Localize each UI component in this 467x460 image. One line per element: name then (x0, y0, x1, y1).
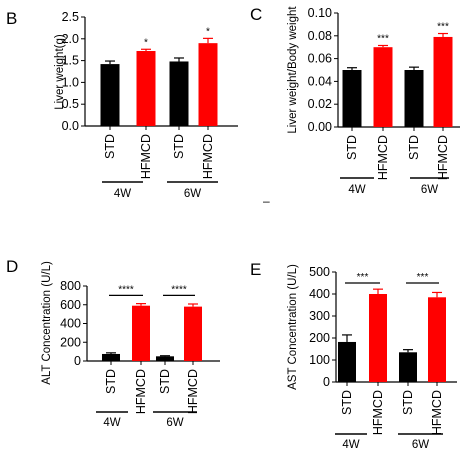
bar-hfmcd-6w (428, 297, 446, 382)
bar-std-6w (399, 352, 417, 382)
y-tick-label: 0.5 (62, 97, 79, 111)
panel-e: E 0 100 200 300 400 500 AST Concentration (U/L)… (250, 260, 457, 451)
panel-letter: E (250, 260, 261, 279)
bar-hfmcd-6w (198, 43, 218, 126)
bar-std-6w (404, 70, 424, 127)
x-tick-label: STD (401, 390, 415, 415)
y-axis-label: Liver weight/Body weight (287, 6, 299, 134)
y-tick-label: 800 (60, 279, 81, 293)
y-axis-label: AST Concentration (U/L) (287, 264, 299, 390)
y-tick-label: 300 (309, 309, 330, 323)
significance-label: * (144, 37, 148, 48)
significance-label: *** (357, 272, 369, 283)
y-tick-label: 500 (309, 265, 330, 279)
y-tick-label: 400 (60, 317, 81, 331)
group-label: 6W (412, 439, 429, 451)
x-tick-label: STD (158, 369, 172, 394)
x-tick-label: HFMCD (430, 390, 444, 435)
bar-hfmcd-6w (433, 36, 453, 127)
bar-std-6w (156, 356, 174, 361)
bar-std-4w (342, 70, 362, 127)
y-tick-label: 0.06 (308, 52, 332, 66)
significance-label: * (206, 26, 210, 37)
bar-std-6w (169, 61, 189, 126)
significance-label: **** (118, 284, 134, 295)
x-tick-label: STD (340, 390, 354, 415)
x-tick-label: STD (172, 134, 186, 159)
x-tick-label: HFMCD (376, 135, 390, 180)
x-tick-label: STD (103, 134, 117, 159)
bar-hfmcd-6w (184, 306, 202, 361)
x-tick-label: STD (407, 135, 421, 160)
y-tick-label: 0.08 (308, 29, 332, 43)
panel-c: C 0.00 0.02 0.04 0.06 0.08 0.10 Liver weight/Bo… (250, 5, 460, 196)
x-tick-label: STD (104, 369, 118, 394)
group-label: 6W (166, 417, 183, 429)
group-label: 4W (348, 184, 365, 196)
y-tick-label: 0.00 (308, 120, 332, 134)
y-tick-label: 200 (60, 335, 81, 349)
x-tick-label: HFMCD (134, 369, 148, 414)
y-tick-label: 200 (309, 331, 330, 345)
y-tick-label: 1.0 (62, 75, 79, 89)
significance-label: *** (437, 22, 449, 33)
bar-hfmcd-4w (136, 51, 156, 127)
x-tick-label: HFMCD (436, 135, 450, 180)
y-tick-label: 0.0 (62, 119, 79, 133)
x-tick-label: STD (345, 135, 359, 160)
y-tick-label: 2.5 (62, 10, 79, 24)
significance-label: *** (377, 33, 389, 44)
significance-label: *** (417, 272, 429, 283)
panel-b: B 0.0 0.5 1.0 1.5 2.0 2.5 Liver weight(g) STD HFM… (6, 9, 238, 200)
significance-label: **** (171, 284, 187, 295)
panel-d: D 0 200 400 600 800 ALT Concentration (U/L) STD… (6, 257, 220, 429)
panel-letter: B (6, 9, 17, 28)
group-label: 4W (103, 417, 120, 429)
bar-hfmcd-4w (132, 305, 150, 361)
y-tick-label: 0.04 (308, 74, 332, 88)
y-tick-label: 2.0 (62, 32, 79, 46)
panel-letter: D (6, 257, 18, 276)
y-axis-label: Liver weight(g) (54, 34, 66, 110)
bar-std-4w (100, 64, 120, 126)
group-label: 4W (114, 188, 131, 200)
group-label: 6W (184, 188, 201, 200)
panel-letter: C (250, 5, 262, 24)
bar-hfmcd-4w (373, 47, 393, 128)
y-tick-label: 0.10 (308, 6, 332, 20)
y-tick-label: 0.02 (308, 97, 332, 111)
bar-std-4w (102, 353, 120, 361)
stray-mark: – (263, 194, 270, 208)
bar-hfmcd-4w (369, 294, 387, 382)
y-tick-label: 600 (60, 298, 81, 312)
x-tick-label: HFMCD (371, 390, 385, 435)
y-tick-label: 400 (309, 287, 330, 301)
x-tick-label: HFMCD (201, 134, 215, 179)
group-label: 6W (421, 184, 438, 196)
bar-std-4w (338, 341, 356, 382)
y-tick-label: 1.5 (62, 54, 79, 68)
y-tick-label: 100 (309, 353, 330, 367)
y-axis-label: ALT Concentration (U/L) (41, 261, 53, 385)
y-tick-label: 0 (323, 375, 330, 389)
group-label: 4W (342, 439, 359, 451)
y-tick-label: 0 (74, 354, 81, 368)
x-tick-label: HFMCD (139, 134, 153, 179)
x-tick-label: HFMCD (186, 369, 200, 414)
